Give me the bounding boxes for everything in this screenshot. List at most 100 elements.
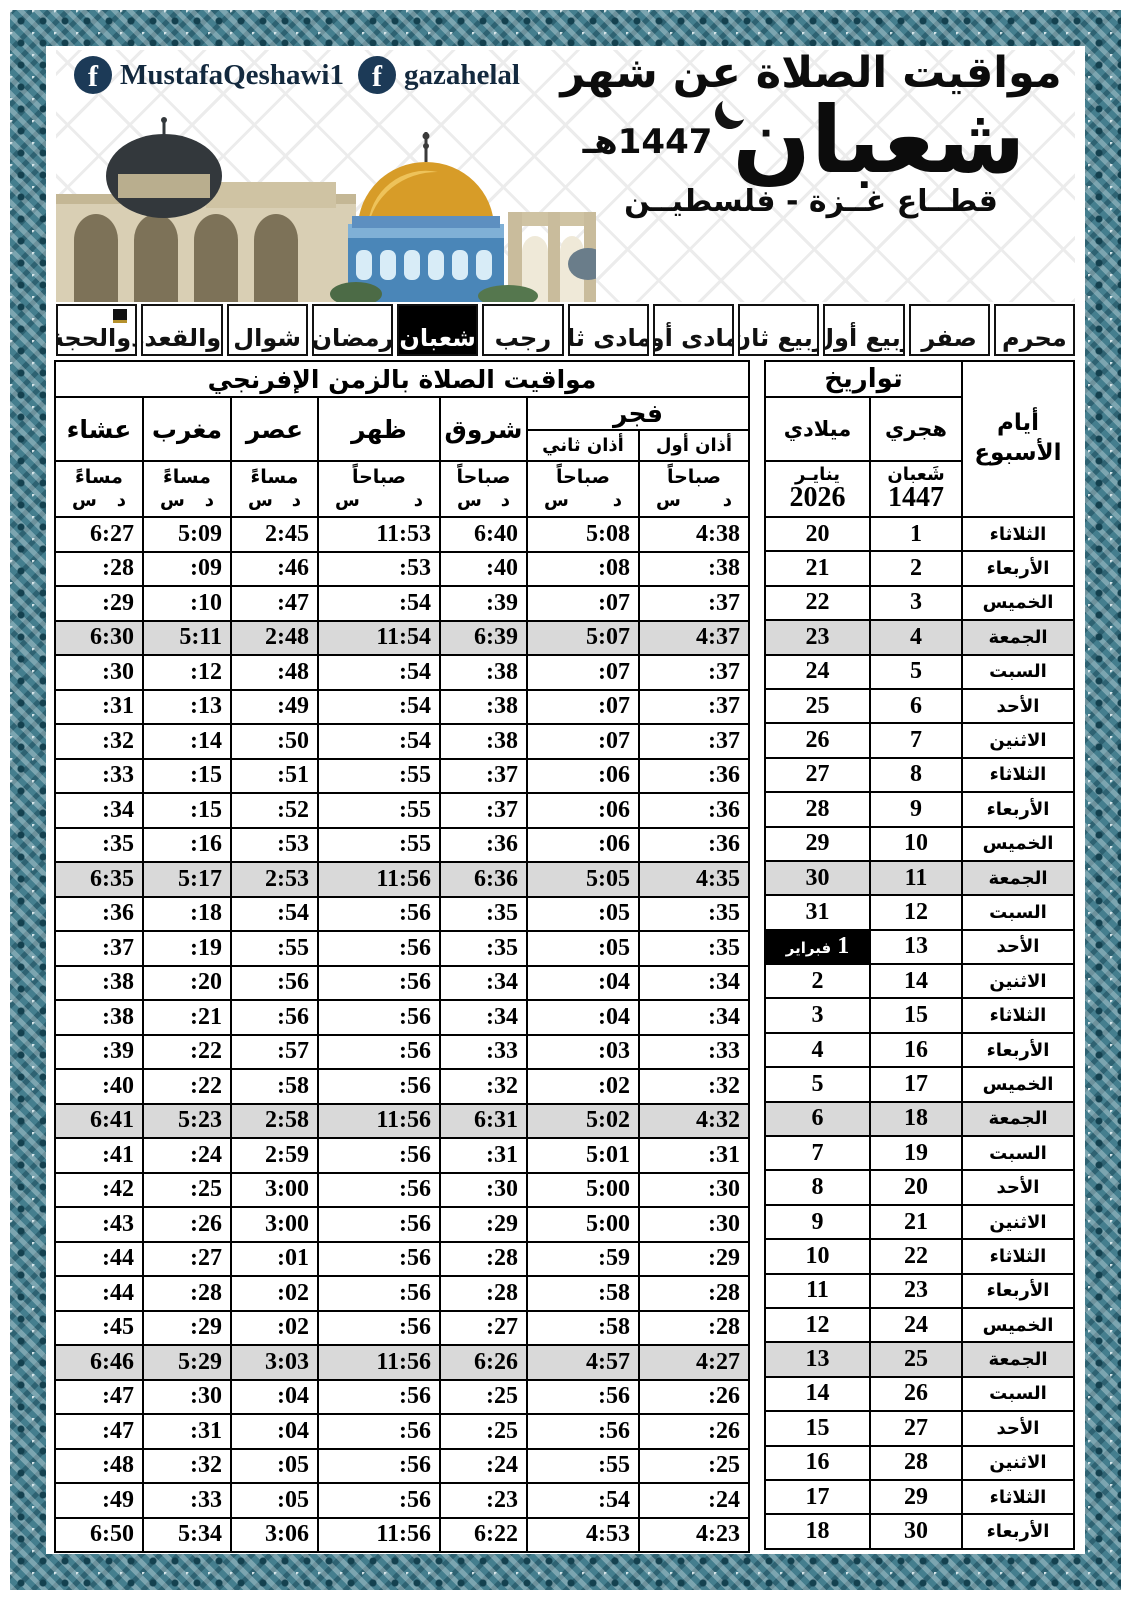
cell-hijri-date: 23 [869,1272,963,1309]
cell-fajr-awal: :30 [637,1171,750,1208]
title-block: مواقيت الصلاة عن شهر شعبان 1447هـ قطــاع… [551,49,1071,219]
cell-isha: :28 [53,550,144,587]
col-adhan-thani: أذان ثاني [525,428,640,463]
cell-shuruq: :35 [438,895,528,932]
month-tab[interactable]: رجب [482,304,564,356]
times-body: 4:38 5:08 6:40 11:53 2:45 5:09 6:27 :38 … [53,516,750,1553]
cell-fajr-awal: :31 [637,1137,750,1174]
month-tab[interactable]: شوال [226,304,308,356]
month-tab[interactable]: جمادى أول [652,304,734,356]
cell-fajr-thani: :55 [525,1447,640,1484]
cell-shuruq: :25 [438,1413,528,1450]
cell-isha: :34 [53,792,144,829]
times-row: :28 :58 :28 :56 :02 :28 :44 [53,1275,750,1312]
cell-isha: 6:35 [53,861,144,898]
month-tab[interactable]: جمادى ثان [567,304,649,356]
cell-dhuhr: :56 [316,1482,441,1519]
month-tab[interactable]: محرم [993,304,1075,356]
month-tab[interactable]: شعبان [397,304,479,356]
hijri-year: 1447هـ [582,121,713,162]
cell-dhuhr: :56 [316,1309,441,1346]
facebook-badge-2[interactable]: f gazahelal [357,56,520,94]
facebook-badge-1[interactable]: f MustafaQeshawi1 [74,56,344,94]
cell-isha: :38 [53,999,144,1036]
dates-row: الجمعة 18 6 [763,1100,1075,1138]
cell-fajr-awal: :34 [637,999,750,1036]
cell-asr: :48 [229,654,319,691]
cell-weekday: الاثنين [961,963,1075,1000]
cell-shuruq: 6:40 [438,516,528,553]
cell-weekday: السبت [961,1375,1075,1413]
cell-shuruq: 6:39 [438,619,528,656]
cell-miladi-date: 15 [763,1410,872,1447]
cell-isha: :40 [53,1068,144,1105]
month-tab[interactable]: صفر [908,304,990,356]
cell-miladi-date: 9 [763,1203,872,1241]
cell-isha: :38 [53,964,144,1001]
cell-fajr-awal: :28 [637,1275,750,1312]
times-row: :32 :02 :32 :56 :58 :22 :40 [53,1068,750,1105]
cell-hijri-date: 8 [869,756,963,794]
cell-hijri-date: 4 [869,619,963,656]
cell-fajr-awal: :33 [637,1033,750,1070]
month-tab[interactable]: ذوالقعدة [141,304,223,356]
col-maghrib: مغرب [141,396,232,462]
cell-fajr-thani: :59 [525,1240,640,1277]
cell-fajr-thani: 4:53 [525,1516,640,1553]
cell-hijri-date: 11 [869,859,963,897]
cell-weekday: السبت [961,653,1075,690]
dates-row: الثلاثاء 29 17 [763,1478,1075,1516]
cell-fajr-thani: :02 [525,1068,640,1105]
cell-fajr-awal: :35 [637,930,750,967]
cell-isha: :43 [53,1206,144,1243]
cell-isha: :45 [53,1309,144,1346]
cell-maghrib: :18 [141,895,232,932]
cell-fajr-thani: 5:00 [525,1206,640,1243]
cell-fajr-awal: :36 [637,792,750,829]
times-row: :26 :56 :25 :56 :04 :30 :47 [53,1378,750,1415]
cell-fajr-awal: 4:23 [637,1516,750,1553]
cell-fajr-thani: :56 [525,1378,640,1415]
cell-fajr-awal: :37 [637,585,750,622]
cell-miladi-date: 23 [763,619,872,656]
cell-weekday: الأحد [961,687,1075,725]
times-row: :36 :06 :36 :55 :53 :16 :35 [53,826,750,863]
cell-weekday: الأحد [961,928,1075,966]
miladi-column-label: ميلادي [763,396,872,462]
cell-fajr-awal: 4:37 [637,619,750,656]
facebook-handle: gazahelal [403,58,520,91]
cell-dhuhr: :56 [316,999,441,1036]
cell-miladi-date: 13 [763,1341,872,1378]
month-tab[interactable]: ذوالحجة [56,304,138,356]
cell-maghrib: :24 [141,1137,232,1174]
cell-hijri-date: 19 [869,1135,963,1172]
content-area: f MustafaQeshawi1 f gazahelal [46,46,1085,1554]
dates-row: الثلاثاء 15 3 [763,997,1075,1034]
cell-weekday: الجمعة [961,1100,1075,1138]
cell-miladi-date: 16 [763,1444,872,1481]
cell-dhuhr: :53 [316,550,441,587]
col-asr: عصر [229,396,319,462]
cell-dhuhr: :56 [316,1033,441,1070]
cell-hijri-date: 3 [869,584,963,622]
cell-dhuhr: :56 [316,1447,441,1484]
cell-fajr-thani: :03 [525,1033,640,1070]
cell-weekday: السبت [961,1135,1075,1172]
cell-weekday: السبت [961,894,1075,931]
month-tab-label: جمادى ثان [567,324,647,352]
cell-fajr-thani: 5:00 [525,1171,640,1208]
cell-miladi-date: 24 [763,653,872,690]
cell-weekday: الأربعاء [961,791,1075,828]
month-tab[interactable]: رمضان [311,304,393,356]
cell-isha: :33 [53,757,144,794]
cell-asr: :56 [229,964,319,1001]
times-row: :35 :05 :35 :56 :55 :19 :37 [53,930,750,967]
cell-weekday: الثلاثاء [961,997,1075,1034]
cell-fajr-awal: :29 [637,1240,750,1277]
cell-weekday: الأربعاء [961,550,1075,587]
times-row: :37 :07 :38 :54 :49 :13 :31 [53,688,750,725]
cell-fajr-awal: 4:27 [637,1344,750,1381]
